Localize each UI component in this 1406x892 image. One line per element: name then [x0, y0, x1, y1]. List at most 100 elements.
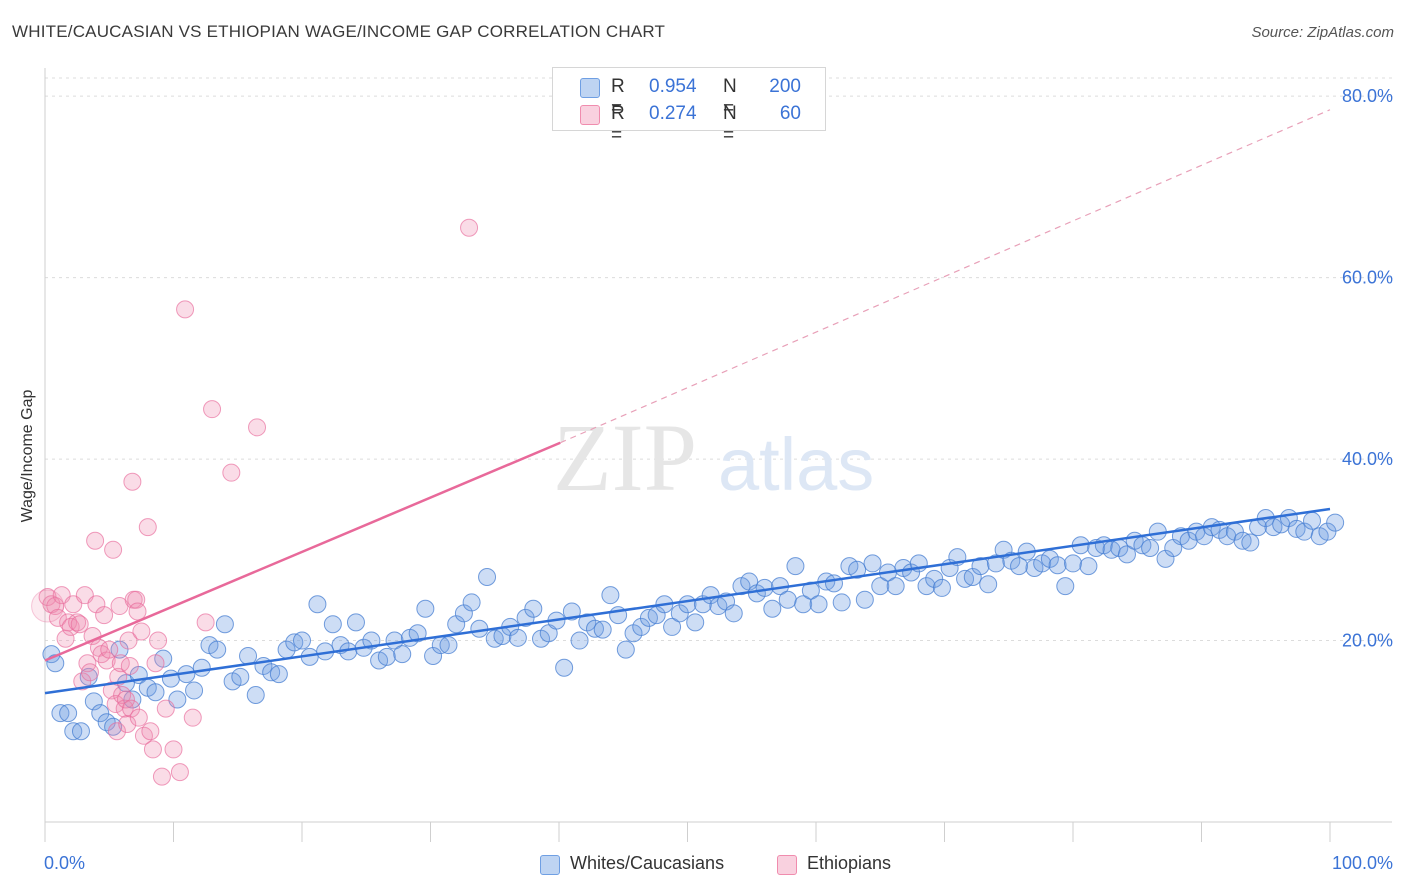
point-whites	[956, 569, 975, 588]
point-whites	[1064, 554, 1082, 573]
point-ethiopians	[48, 608, 67, 627]
point-ethiopians	[176, 300, 195, 319]
point-whites	[262, 663, 281, 682]
point-whites	[192, 658, 211, 677]
y-tick-label: 60.0%	[1342, 268, 1393, 288]
point-whites	[562, 602, 581, 621]
point-whites	[408, 624, 427, 643]
watermark-atlas: atlas	[718, 423, 874, 506]
n-label: N =	[723, 76, 737, 119]
point-whites	[809, 595, 828, 614]
point-whites	[123, 690, 142, 709]
point-ethiopians	[31, 589, 65, 623]
point-whites	[832, 593, 851, 612]
point-whites	[91, 704, 110, 723]
point-ethiopians	[196, 613, 215, 632]
point-whites	[161, 669, 180, 688]
point-ethiopians	[118, 715, 137, 734]
point-whites	[971, 557, 990, 576]
point-whites	[1318, 522, 1337, 541]
point-ethiopians	[122, 699, 141, 718]
data-points	[31, 218, 1345, 786]
point-whites	[1303, 511, 1322, 530]
point-whites	[59, 704, 78, 723]
point-ethiopians	[100, 640, 119, 659]
point-whites	[323, 615, 342, 634]
series-legend: Whites/Caucasians Ethiopians	[0, 852, 1406, 878]
point-whites	[724, 604, 743, 623]
watermark: ZIP atlas	[553, 404, 874, 511]
trend-lines	[44, 109, 1331, 695]
point-ethiopians	[95, 606, 114, 625]
point-whites	[1117, 545, 1136, 564]
point-ethiopians	[138, 518, 157, 537]
point-ethiopians	[183, 708, 202, 727]
legend-swatch-ethiopians	[580, 105, 600, 125]
point-whites	[678, 595, 697, 614]
point-whites	[293, 631, 311, 650]
point-whites	[51, 704, 70, 723]
point-ethiopians	[68, 613, 87, 632]
point-ethiopians	[460, 218, 479, 237]
point-whites	[1326, 513, 1345, 532]
point-whites	[848, 560, 867, 579]
point-whites	[932, 578, 951, 597]
y-tick-label: 20.0%	[1342, 631, 1393, 651]
point-whites	[439, 636, 458, 655]
stats-legend: R = 0.954 N = 200 R = 0.274 N = 60	[552, 67, 826, 146]
point-whites	[185, 681, 204, 700]
point-whites	[508, 628, 527, 647]
point-whites	[246, 685, 265, 704]
y-tick-label: 40.0%	[1342, 449, 1393, 469]
point-whites	[794, 595, 813, 614]
point-ethiopians	[120, 656, 139, 675]
point-ethiopians	[156, 699, 175, 718]
point-whites	[285, 633, 304, 652]
point-whites	[778, 590, 797, 609]
axes	[44, 68, 1392, 842]
point-whites	[1141, 538, 1160, 557]
point-whites	[886, 577, 905, 596]
point-whites	[663, 617, 682, 636]
point-whites	[346, 613, 365, 632]
point-whites	[470, 619, 489, 638]
point-ethiopians	[203, 400, 222, 419]
chart-title: WHITE/CAUCASIAN VS ETHIOPIAN WAGE/INCOME…	[12, 22, 666, 41]
point-whites	[1056, 577, 1075, 596]
point-whites	[786, 557, 805, 576]
legend-swatch-ethiopians	[777, 855, 797, 875]
point-ethiopians	[119, 631, 138, 650]
point-ethiopians	[46, 597, 65, 616]
point-whites	[824, 574, 843, 593]
point-whites	[593, 620, 612, 639]
point-whites	[624, 624, 643, 643]
point-whites	[84, 692, 103, 711]
point-whites	[917, 577, 936, 596]
point-ethiopians	[222, 463, 241, 482]
point-whites	[1048, 556, 1067, 575]
point-whites	[979, 575, 998, 594]
point-ethiopians	[86, 531, 105, 550]
point-whites	[1079, 557, 1098, 576]
legend-swatch-whites	[580, 78, 600, 98]
point-ethiopians	[73, 672, 92, 691]
point-ethiopians	[70, 615, 89, 634]
r-label: R =	[611, 103, 625, 146]
point-whites	[110, 640, 129, 659]
point-ethiopians	[170, 763, 189, 782]
point-whites	[478, 568, 497, 587]
n-value: 200	[769, 76, 801, 97]
point-whites	[64, 722, 83, 741]
gridlines	[45, 77, 1392, 642]
point-ethiopians	[107, 722, 126, 741]
point-whites	[416, 599, 435, 618]
point-ethiopians	[97, 651, 116, 670]
point-whites	[763, 599, 782, 618]
point-whites	[863, 554, 882, 573]
point-whites	[239, 646, 258, 665]
r-label: R =	[611, 76, 625, 119]
point-whites	[601, 586, 620, 605]
point-whites	[632, 617, 651, 636]
point-whites	[1010, 557, 1029, 576]
